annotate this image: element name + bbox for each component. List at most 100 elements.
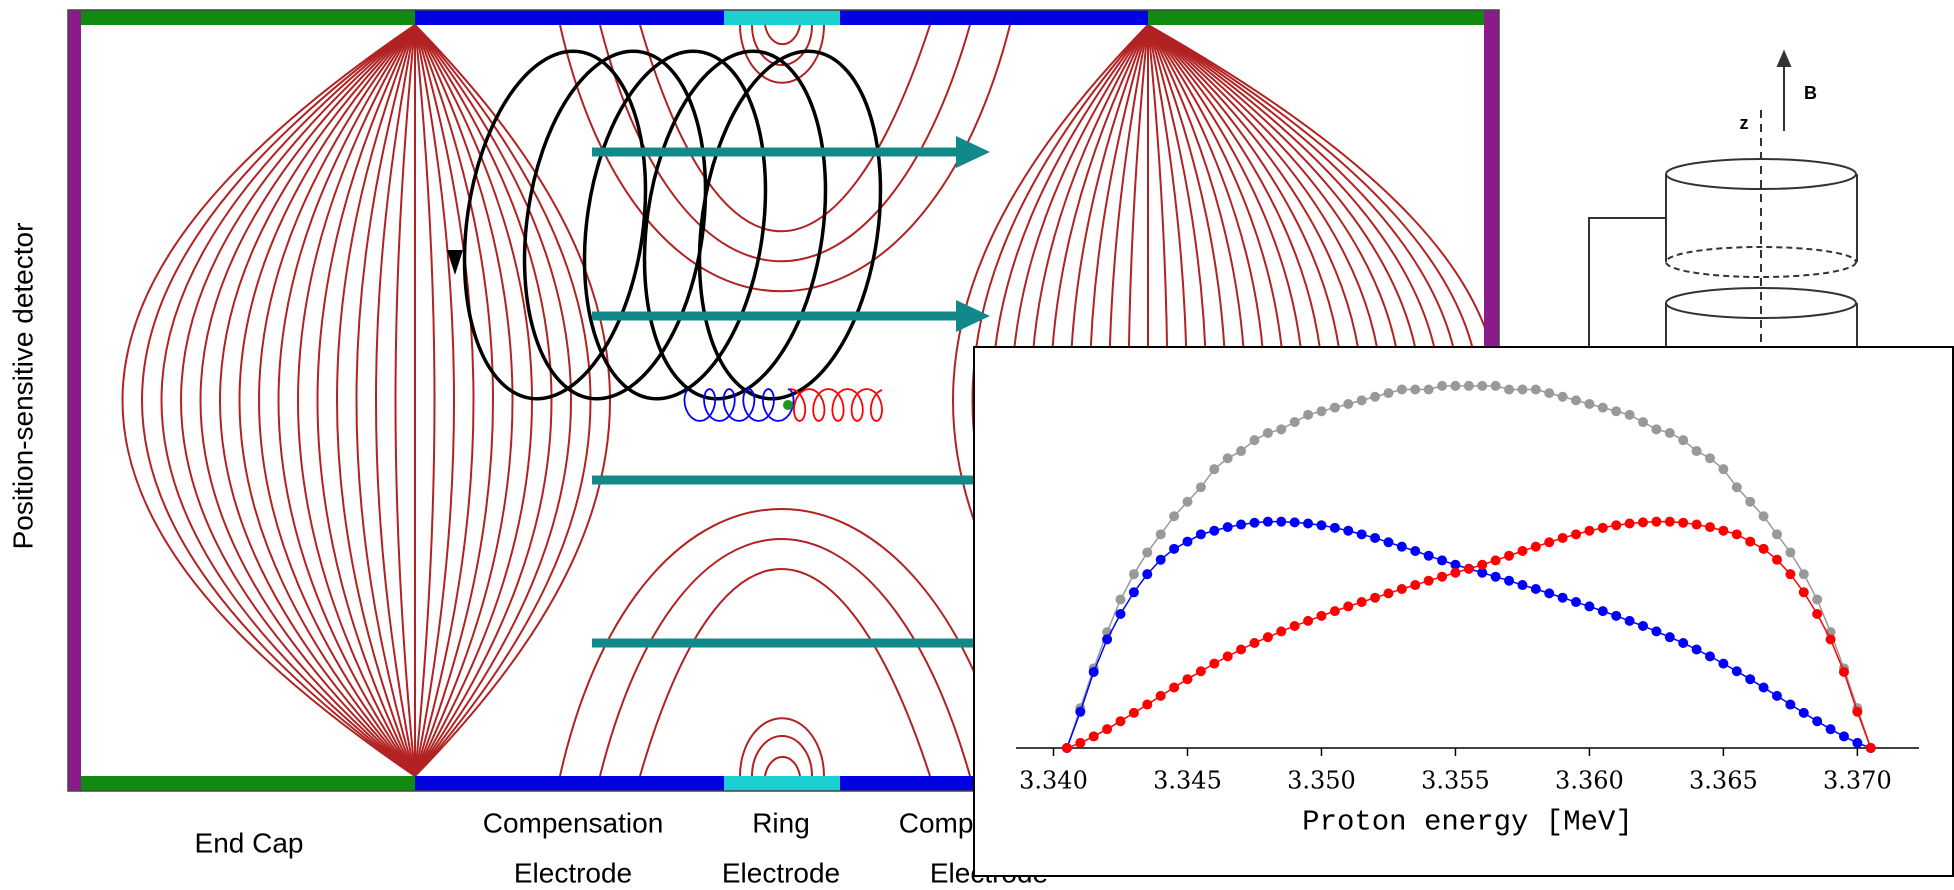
marker [1558,533,1568,543]
marker [1223,651,1233,661]
marker [1397,584,1407,594]
marker [1383,588,1393,598]
marker [1450,381,1460,391]
marker [1852,738,1862,748]
x-tick-label: 3.370 [1823,767,1892,795]
marker [1517,546,1527,556]
marker [1142,700,1152,710]
electrode-label: Compensation [483,807,664,838]
marker [1290,417,1300,427]
marker [1196,482,1206,492]
marker [1156,555,1166,565]
marker [1517,580,1527,590]
marker [1276,424,1286,434]
marker [1316,611,1326,621]
marker [1424,576,1434,586]
marker [1651,626,1661,636]
marker [1799,708,1809,718]
wire [1589,218,1666,346]
marker [1424,384,1434,394]
marker [1598,606,1608,616]
ring-electrode [724,776,840,791]
marker [1209,464,1219,474]
marker [1504,551,1514,561]
marker [1142,547,1152,557]
marker [1826,634,1836,644]
marker [1236,446,1246,456]
marker [1249,518,1259,528]
marker [1772,691,1782,701]
marker [1692,520,1702,530]
x-axis-label: Proton energy [MeV] [1302,806,1633,839]
axis-label: z [1740,113,1749,133]
marker [1236,644,1246,654]
marker [1370,593,1380,603]
marker [1343,526,1353,536]
marker [1638,621,1648,631]
marker [1437,555,1447,565]
marker [1611,520,1621,530]
field-label: B [1804,83,1817,103]
marker [1316,406,1326,416]
marker [1839,667,1849,677]
marker [1343,601,1353,611]
marker [1718,526,1728,536]
marker [1584,601,1594,611]
marker [1182,497,1192,507]
marker [1718,464,1728,474]
marker [1316,520,1326,530]
marker [1209,526,1219,536]
marker [1464,564,1474,574]
compensation-electrode [840,10,1148,25]
marker [1303,518,1313,528]
marker [1772,555,1782,565]
end-cap [81,10,415,25]
marker [1611,406,1621,416]
marker [1598,403,1608,413]
marker [1182,537,1192,547]
marker [1584,526,1594,536]
marker [1812,595,1822,605]
marker [1678,638,1688,648]
marker [1544,588,1554,598]
detector [68,10,81,791]
marker [1785,569,1795,579]
marker [1370,533,1380,543]
marker [1263,428,1273,438]
marker [1383,388,1393,398]
marker [1584,399,1594,409]
marker [1209,659,1219,669]
x-tick-label: 3.340 [1019,767,1088,795]
marker [1598,523,1608,533]
marker [1732,482,1742,492]
marker [1571,395,1581,405]
marker [1437,381,1447,391]
marker [1651,517,1661,527]
marker [1718,659,1728,669]
marker [1732,529,1742,539]
marker [1102,724,1112,734]
electrode-label: Electrode [514,857,632,888]
marker [1625,410,1635,420]
marker [1263,632,1273,642]
marker [1692,644,1702,654]
marker [1075,707,1085,717]
x-tick-label: 3.345 [1153,767,1222,795]
marker [1182,674,1192,684]
marker [1276,517,1286,527]
marker [1477,381,1487,391]
marker [1531,542,1541,552]
marker [1665,428,1675,438]
marker [1129,587,1139,597]
x-tick-label: 3.350 [1287,767,1356,795]
marker [1785,547,1795,557]
marker [1812,716,1822,726]
marker [1477,560,1487,570]
marker [1357,597,1367,607]
marker [1464,381,1474,391]
marker [1116,716,1126,726]
marker [1504,384,1514,394]
marker [1343,399,1353,409]
marker [1142,569,1152,579]
marker [1571,529,1581,539]
